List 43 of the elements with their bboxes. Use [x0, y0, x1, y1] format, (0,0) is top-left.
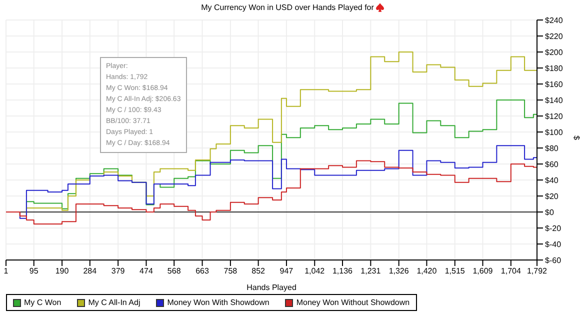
x-tick-label: 663: [196, 266, 210, 276]
chart-title: My Currency Won in USD over Hands Played for: [201, 2, 374, 12]
legend-label: Money Won With Showdown: [166, 298, 270, 307]
y-tick-label: $-20: [545, 224, 562, 233]
y-tick-label: $100: [545, 128, 564, 137]
legend-label: Money Won Without Showdown: [295, 298, 410, 307]
y-tick-label: $120: [545, 112, 564, 121]
y-tick-label: $180: [545, 64, 564, 73]
y-tick-label: $80: [545, 144, 559, 153]
x-tick-label: 1,136: [332, 266, 354, 276]
y-tick-label: $140: [545, 96, 564, 105]
x-tick-label: 1: [4, 266, 9, 276]
x-tick-label: 284: [83, 266, 98, 276]
y-tick-label: $20: [545, 192, 559, 201]
y-tick-label: $60: [545, 160, 559, 169]
y-tick-label: $220: [545, 32, 564, 41]
x-tick-label: 95: [29, 266, 39, 276]
x-tick-label: 1,704: [500, 266, 522, 276]
x-tick-label: 1,326: [388, 266, 410, 276]
x-tick-label: 379: [111, 266, 126, 276]
y-tick-label: $200: [545, 48, 564, 57]
x-tick-label: 190: [55, 266, 70, 276]
y-tick-label: $160: [545, 80, 564, 89]
y-tick-label: $-40: [545, 240, 562, 249]
y-tick-label: $-60: [545, 256, 562, 265]
x-tick-label: 1,515: [444, 266, 466, 276]
legend-label: My C All-In Adj: [87, 298, 140, 307]
x-tick-label: 852: [252, 266, 266, 276]
y-tick-label: $0: [545, 208, 554, 217]
y-axis-title: $: [572, 136, 582, 141]
y-tick-label: $240: [545, 16, 564, 25]
x-tick-label: 568: [167, 266, 182, 276]
x-tick-label: 947: [280, 266, 294, 276]
y-tick-label: $40: [545, 176, 559, 185]
x-tick-label: 1,042: [304, 266, 326, 276]
x-tick-label: 1,609: [472, 266, 494, 276]
x-tick-label: 474: [140, 266, 154, 276]
x-axis-title: Hands Played: [246, 283, 296, 292]
legend-label: My C Won: [23, 298, 62, 307]
x-tick-label: 1,420: [416, 266, 438, 276]
x-tick-label: 1,231: [360, 266, 382, 276]
x-tick-label: 1,792: [526, 266, 548, 276]
x-tick-label: 758: [224, 266, 238, 276]
